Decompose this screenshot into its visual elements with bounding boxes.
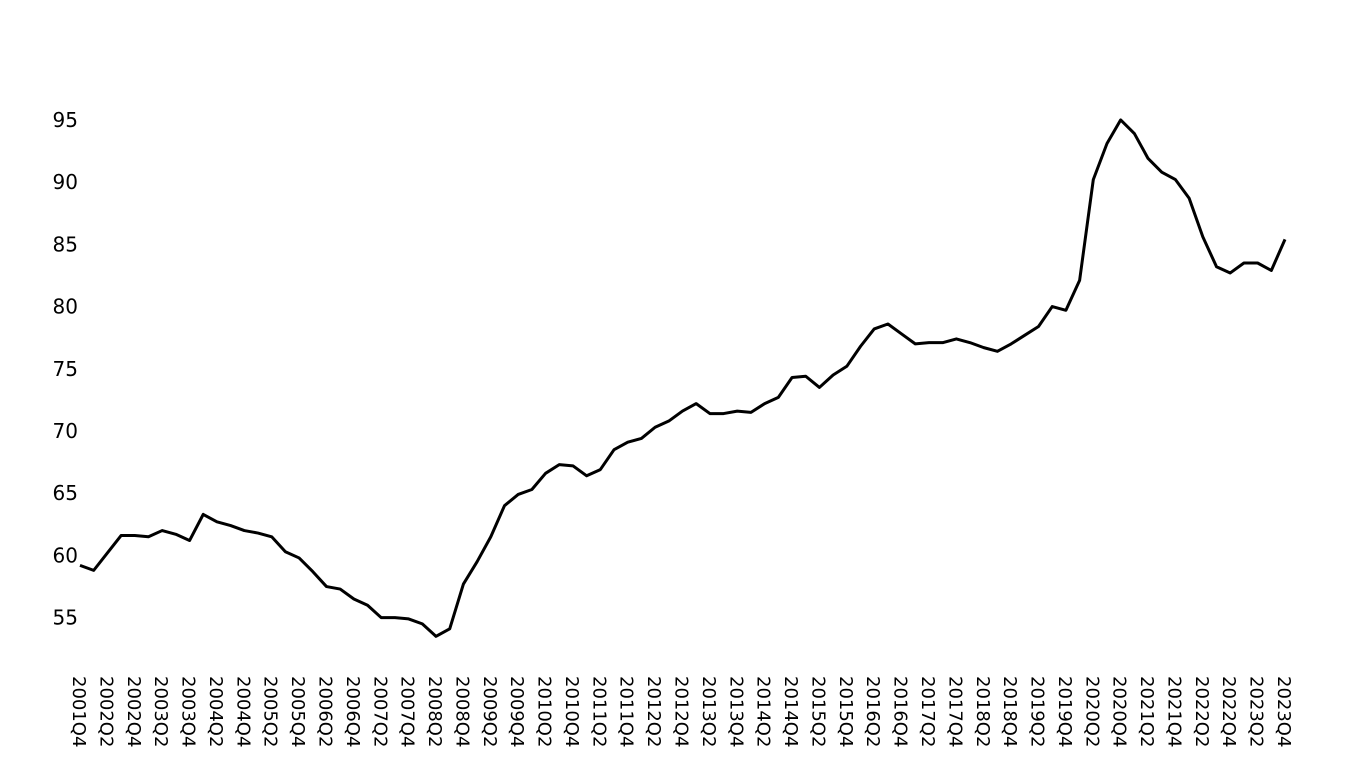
x-tick-label: 2006Q2 (314, 676, 335, 747)
x-tick-label: 2004Q4 (232, 676, 253, 747)
x-tick-label: 2020Q4 (1109, 676, 1130, 747)
x-tick-label: 2016Q4 (890, 676, 911, 747)
x-tick-label: 2008Q4 (451, 676, 472, 747)
x-tick-label: 2017Q4 (944, 676, 965, 747)
x-tick-label: 2016Q2 (862, 676, 883, 747)
x-tick-label: 2014Q4 (780, 676, 801, 747)
x-tick-label: 2021Q2 (1136, 676, 1157, 747)
y-tick-label: 90 (53, 170, 78, 194)
x-tick-label: 2020Q2 (1081, 676, 1102, 747)
x-tick-label: 2019Q4 (1054, 676, 1075, 747)
x-tick-label: 2018Q2 (972, 676, 993, 747)
x-tick-label: 2021Q4 (1163, 676, 1184, 747)
x-tick-label: 2022Q4 (1218, 676, 1239, 747)
x-tick-label: 2003Q4 (178, 676, 199, 747)
x-tick-label: 2009Q2 (479, 676, 500, 747)
y-tick-label: 95 (53, 108, 78, 132)
x-tick-label: 2001Q4 (68, 676, 89, 747)
x-tick-label: 2008Q2 (424, 676, 445, 747)
x-tick-label: 2005Q4 (287, 676, 308, 747)
x-tick-label: 2014Q2 (753, 676, 774, 747)
x-tick-label: 2012Q4 (671, 676, 692, 747)
x-tick-label: 2017Q2 (917, 676, 938, 747)
y-tick-label: 70 (53, 419, 78, 443)
x-tick-label: 2023Q2 (1246, 676, 1267, 747)
y-tick-label: 65 (53, 481, 78, 505)
x-tick-label: 2015Q2 (807, 676, 828, 747)
x-tick-label: 2009Q4 (506, 676, 527, 747)
x-tick-label: 2019Q2 (1027, 676, 1048, 747)
x-tick-label: 2018Q4 (999, 676, 1020, 747)
x-tick-label: 2013Q4 (725, 676, 746, 747)
y-tick-label: 60 (53, 543, 78, 567)
x-tick-label: 2003Q2 (150, 676, 171, 747)
x-tick-label: 2006Q4 (342, 676, 363, 747)
x-tick-label: 2015Q4 (835, 676, 856, 747)
x-tick-label: 2022Q2 (1191, 676, 1212, 747)
x-tick-label: 2011Q4 (616, 676, 637, 747)
y-tick-label: 75 (53, 357, 78, 381)
x-tick-label: 2002Q4 (123, 676, 144, 747)
x-tick-label: 2002Q2 (95, 676, 116, 747)
x-tick-label: 2013Q2 (698, 676, 719, 747)
x-axis-ticks: 2001Q4 2002Q2 2002Q4 2003Q2 2003Q4 2004Q2 2004… (68, 676, 1294, 747)
y-tick-label: 55 (53, 606, 78, 630)
x-tick-label: 2010Q4 (561, 676, 582, 747)
x-tick-label: 2011Q2 (588, 676, 609, 747)
y-tick-label: 80 (53, 295, 78, 319)
x-tick-label: 2005Q2 (260, 676, 281, 747)
x-tick-label: 2010Q2 (534, 676, 555, 747)
x-tick-label: 2023Q4 (1273, 676, 1294, 747)
series-line (79, 118, 1287, 638)
x-tick-label: 2007Q2 (369, 676, 390, 747)
y-tick-label: 85 (53, 232, 78, 256)
x-tick-label: 2007Q4 (397, 676, 418, 747)
x-tick-label: 2012Q2 (643, 676, 664, 747)
x-tick-label: 2004Q2 (205, 676, 226, 747)
y-axis-ticks: 55 60 65 70 75 80 85 90 95 (53, 108, 78, 630)
